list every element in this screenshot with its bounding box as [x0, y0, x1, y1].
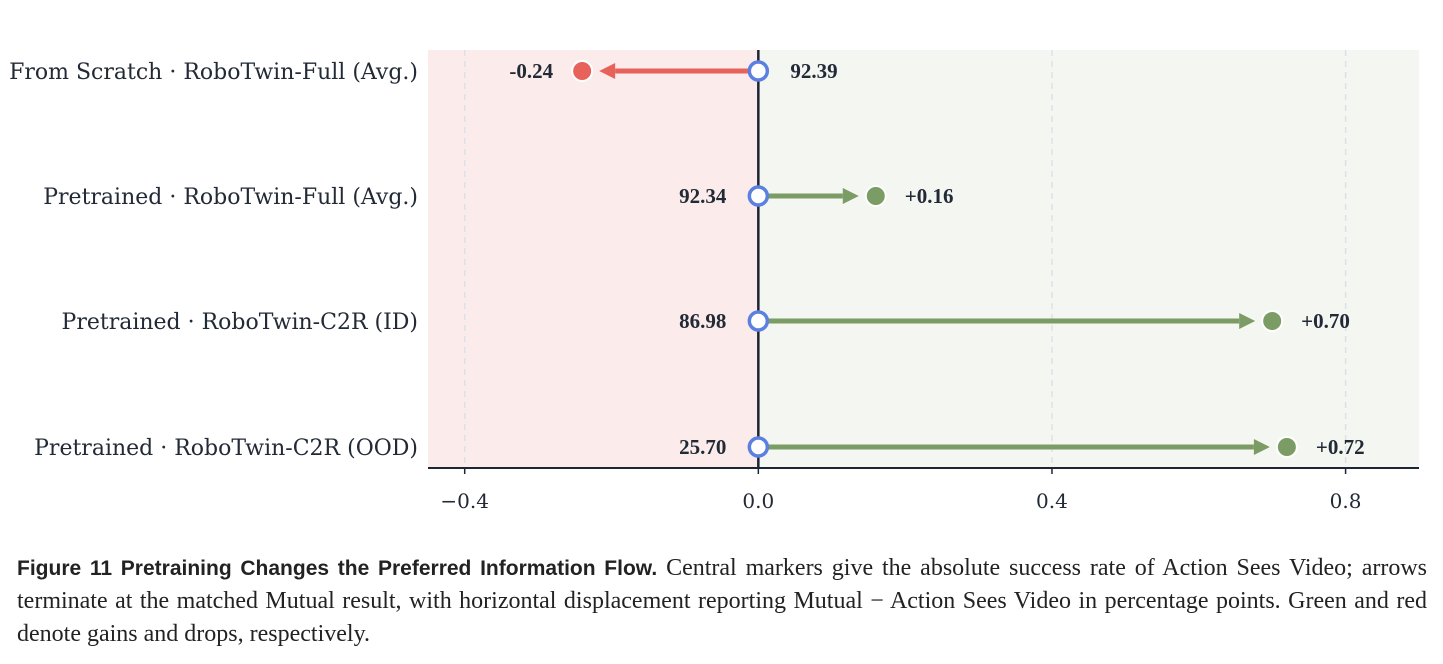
arrow-head: [1253, 439, 1270, 455]
grid-lines: [463, 50, 1347, 468]
row-label: Pretrained · RoboTwin-C2R (ID): [62, 310, 418, 335]
figure-caption: Figure 11 Pretraining Changes the Prefer…: [17, 552, 1427, 651]
caption-head: Figure 11 Pretraining Changes the Prefer…: [17, 557, 658, 580]
caption-body: Central markers give the absolute succes…: [17, 555, 1428, 647]
end-dot: [1275, 436, 1298, 458]
row-label: Pretrained · RoboTwin-Full (Avg.): [43, 185, 418, 210]
arrow-head: [599, 63, 616, 79]
delta-value-label: +0.16: [905, 184, 954, 208]
base-marker: [747, 310, 770, 332]
base-marker: [747, 60, 770, 82]
drop-region: [428, 50, 759, 468]
row-labels: From Scratch · RoboTwin-Full (Avg.) Pretr…: [9, 60, 418, 461]
axes: [428, 50, 1419, 474]
x-tick-label: −0.4: [440, 489, 489, 513]
x-tick-label: 0.8: [1330, 489, 1362, 513]
base-value-label: 92.39: [790, 59, 837, 83]
delta-value-label: +0.72: [1316, 435, 1365, 459]
delta-value-label: +0.70: [1301, 309, 1350, 333]
row-label: From Scratch · RoboTwin-Full (Avg.): [9, 60, 418, 85]
delta-value-label: -0.24: [509, 59, 553, 83]
end-dot: [1261, 310, 1284, 332]
x-tick-labels: −0.4 0.0 0.4 0.8: [440, 489, 1361, 513]
arrow-dot-chart: From Scratch · RoboTwin-Full (Avg.) Pretr…: [9, 50, 1419, 513]
background-regions: [428, 50, 1419, 468]
base-value-label: 92.34: [679, 184, 727, 208]
chart-marks: 92.39 -0.24 92.34 +0.16 86.98 +0.70 25.70 +0.72: [509, 59, 1364, 459]
arrow-head: [842, 188, 859, 204]
row-label: Pretrained · RoboTwin-C2R (OOD): [34, 436, 418, 461]
end-dot: [864, 185, 887, 207]
end-dot: [571, 60, 594, 82]
arrow-head: [1239, 313, 1256, 329]
base-value-label: 25.70: [679, 435, 726, 459]
base-marker: [747, 436, 770, 458]
gain-region: [758, 50, 1419, 468]
base-value-label: 86.98: [679, 309, 726, 333]
x-tick-label: 0.4: [1036, 489, 1068, 513]
x-tick-label: 0.0: [742, 489, 774, 513]
base-marker: [747, 185, 770, 207]
